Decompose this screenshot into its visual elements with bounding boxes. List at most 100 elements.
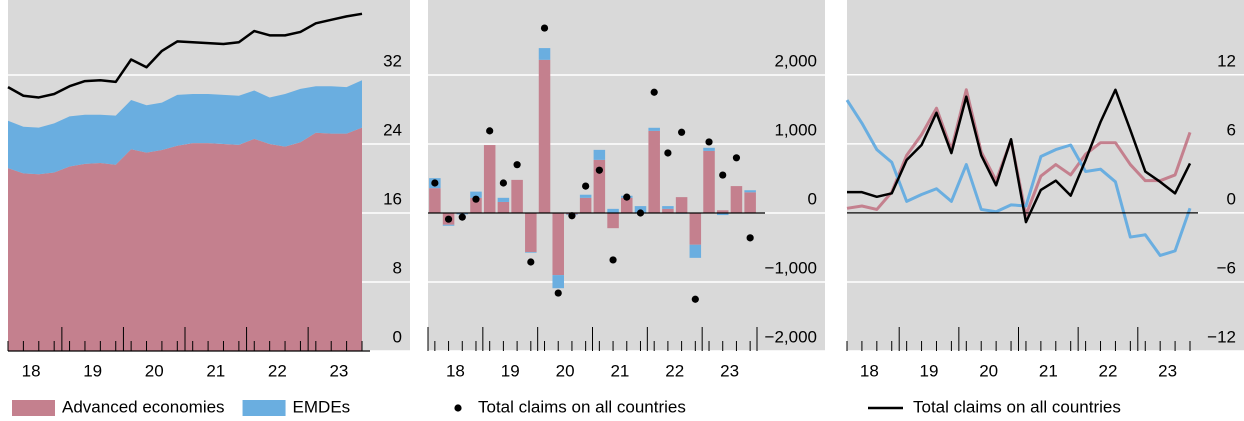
dot <box>650 88 658 96</box>
y-tick-label: 6 <box>1227 120 1236 139</box>
x-tick-label: 22 <box>268 361 287 380</box>
legend-swatch <box>242 400 286 416</box>
y-tick-label: −2,000 <box>765 327 817 346</box>
x-tick-label: 23 <box>720 361 739 380</box>
y-tick-label: −12 <box>1207 327 1236 346</box>
bar <box>593 149 606 160</box>
legend-swatch <box>12 400 55 416</box>
bar <box>497 197 510 202</box>
bar <box>538 59 551 214</box>
bar <box>497 201 510 214</box>
bar <box>662 208 674 214</box>
x-tick-label: 23 <box>329 361 348 380</box>
bar <box>716 213 729 216</box>
dot <box>513 161 521 169</box>
dot <box>595 166 603 174</box>
bar <box>703 147 715 151</box>
y-tick-label: 0 <box>1227 189 1236 208</box>
y-tick-label: 24 <box>383 121 402 140</box>
y-tick-label: 2,000 <box>774 51 817 70</box>
bar <box>579 197 592 214</box>
bar <box>593 159 606 214</box>
area <box>8 127 362 352</box>
legend-swatch <box>454 404 462 412</box>
x-tick-label: 18 <box>446 361 465 380</box>
y-tick-label: 16 <box>383 189 402 208</box>
x-tick-label: 22 <box>665 361 684 380</box>
dot <box>444 215 453 223</box>
x-tick-label: 19 <box>501 361 520 380</box>
bar <box>744 192 756 214</box>
bar <box>511 179 523 214</box>
x-tick-label: 21 <box>206 361 225 380</box>
y-tick-label: 0 <box>393 327 402 346</box>
dot <box>472 195 480 203</box>
dot <box>732 154 741 162</box>
dot <box>609 256 617 264</box>
x-tick-label: 18 <box>22 361 41 380</box>
bar <box>716 210 729 214</box>
dot <box>486 127 494 135</box>
bar <box>648 127 660 131</box>
bar <box>442 224 455 226</box>
x-tick-label: 22 <box>1099 361 1118 380</box>
bar <box>552 213 564 276</box>
y-tick-label: 8 <box>393 258 402 277</box>
bar <box>470 191 482 198</box>
bar <box>689 213 702 245</box>
bar <box>703 150 715 214</box>
bar <box>689 244 702 258</box>
x-tick-label: 20 <box>145 361 164 380</box>
x-tick-label: 19 <box>83 361 102 380</box>
plot-background <box>847 0 1244 351</box>
bar <box>730 186 743 214</box>
dot <box>431 179 439 187</box>
dot <box>554 289 562 297</box>
legend-label: Total claims on all countries <box>478 397 686 416</box>
dot <box>719 171 727 179</box>
bar <box>552 275 564 289</box>
dot <box>746 234 754 242</box>
dot <box>582 182 590 190</box>
dot <box>664 149 672 157</box>
line <box>7 12 363 99</box>
bar <box>538 48 551 60</box>
dot <box>540 24 549 32</box>
dot <box>623 193 631 201</box>
bar <box>607 213 619 229</box>
bar <box>470 197 482 214</box>
dot <box>499 179 507 187</box>
bar <box>621 197 633 214</box>
y-tick-label: 0 <box>808 189 817 208</box>
dot <box>691 295 699 303</box>
x-tick-label: 20 <box>979 361 998 380</box>
x-tick-label: 21 <box>610 361 629 380</box>
area <box>8 80 362 175</box>
bar <box>483 145 496 214</box>
x-tick-label: 21 <box>1039 361 1058 380</box>
dot <box>527 258 535 266</box>
x-tick-label: 19 <box>920 361 939 380</box>
y-tick-label: 1,000 <box>774 120 817 139</box>
bar <box>525 213 537 252</box>
bar <box>429 188 441 214</box>
bar <box>648 130 660 214</box>
dot <box>458 213 466 221</box>
x-tick-label: 18 <box>860 361 879 380</box>
y-tick-label: 12 <box>1217 51 1236 70</box>
dot <box>678 128 686 136</box>
bar <box>579 194 592 198</box>
bar <box>675 197 688 214</box>
line <box>847 88 1192 224</box>
y-tick-label: −1,000 <box>765 258 817 277</box>
dot <box>705 138 713 146</box>
bar <box>607 208 619 214</box>
dot <box>568 212 576 220</box>
bar <box>744 190 756 193</box>
x-tick-label: 23 <box>1158 361 1177 380</box>
y-tick-label: 32 <box>383 52 402 71</box>
legend-label: Total claims on all countries <box>913 397 1121 416</box>
legend-label: EMDEs <box>293 397 351 416</box>
y-tick-label: −6 <box>1217 258 1236 277</box>
